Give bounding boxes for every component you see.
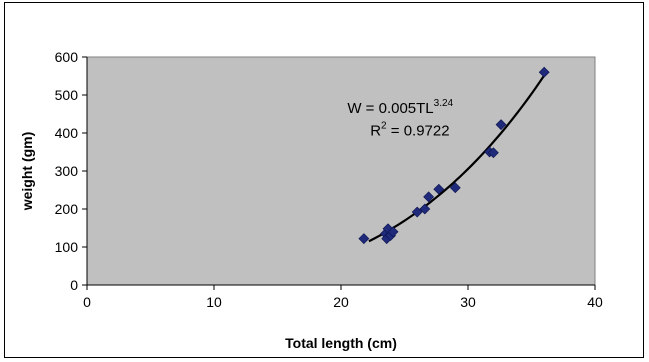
data-point <box>419 203 431 215</box>
r2-prefix: R <box>370 123 381 140</box>
x-tick-label: 30 <box>460 294 476 310</box>
x-tick-label: 0 <box>83 294 91 310</box>
y-tick-label: 600 <box>55 49 79 65</box>
r-squared-value: R2 = 0.9722 <box>370 121 449 140</box>
x-axis-ticks: 0 10 20 30 40 <box>83 285 603 310</box>
chart-frame: 0 10 20 30 40 0 100 200 300 400 500 600 W = 0.005T… <box>4 2 644 358</box>
power-trendline <box>368 74 546 243</box>
y-axis-ticks: 0 100 200 300 400 500 600 <box>55 49 87 293</box>
data-points <box>358 66 550 245</box>
y-tick-label: 400 <box>55 125 79 141</box>
r2-suffix: = 0.9722 <box>387 123 450 140</box>
r2-exponent: 2 <box>381 121 387 132</box>
equation-prefix: W = 0.005TL <box>347 100 433 117</box>
scatter-chart: 0 10 20 30 40 0 100 200 300 400 500 600 W = 0.005T… <box>19 49 603 351</box>
y-tick-label: 100 <box>55 239 79 255</box>
y-tick-label: 500 <box>55 87 79 103</box>
data-point <box>538 66 550 78</box>
y-tick-label: 0 <box>70 277 78 293</box>
x-tick-label: 20 <box>333 294 349 310</box>
data-point <box>433 183 445 195</box>
data-point <box>411 206 423 218</box>
y-tick-label: 300 <box>55 163 79 179</box>
data-point <box>487 147 499 159</box>
equation-exponent: 3.24 <box>434 98 454 109</box>
data-point <box>449 182 461 194</box>
y-axis-title: weight (gm) <box>19 132 35 212</box>
x-axis-title: Total length (cm) <box>285 335 397 351</box>
trendline-equation: W = 0.005TL3.24 <box>347 98 453 117</box>
x-tick-label: 10 <box>206 294 222 310</box>
data-point <box>358 233 370 245</box>
x-tick-label: 40 <box>587 294 603 310</box>
plot-area <box>86 56 596 286</box>
y-tick-label: 200 <box>55 201 79 217</box>
data-point <box>387 226 399 238</box>
data-point <box>423 191 435 203</box>
data-point <box>495 119 507 131</box>
